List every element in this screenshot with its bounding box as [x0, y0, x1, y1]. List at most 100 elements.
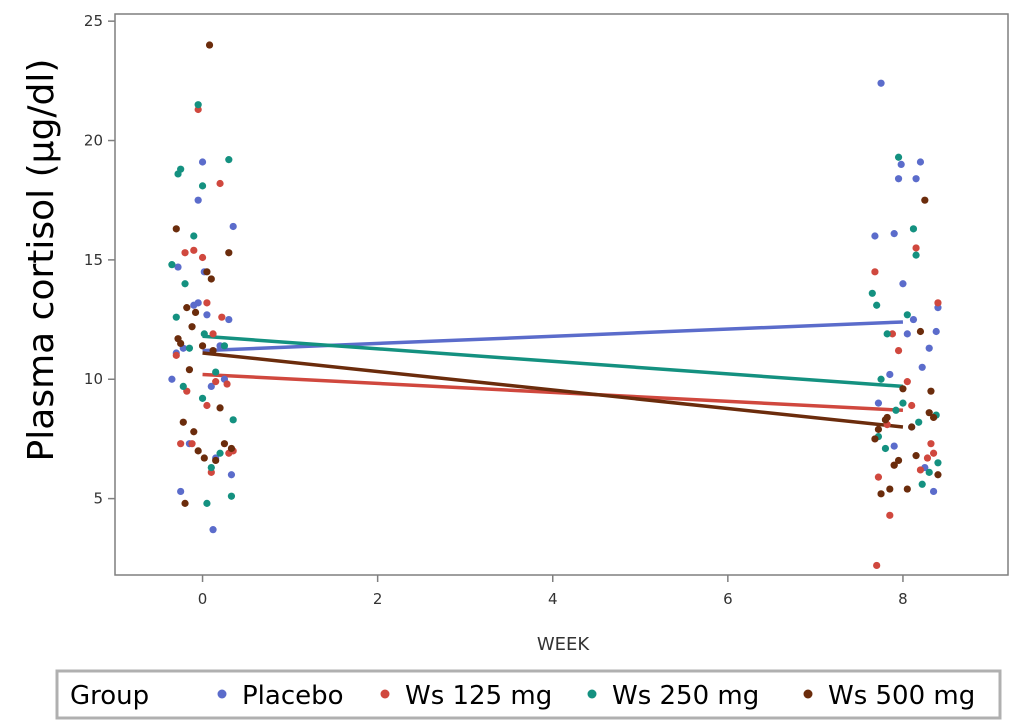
data-point — [903, 311, 911, 319]
data-point — [229, 222, 237, 231]
data-point — [909, 225, 918, 233]
data-point — [181, 249, 189, 257]
x-axis-title: WEEK — [537, 634, 591, 655]
data-point — [883, 413, 891, 422]
data-point — [916, 466, 925, 474]
data-point — [177, 165, 185, 173]
legend-marker — [803, 689, 813, 699]
data-point — [212, 368, 220, 376]
data-point — [220, 342, 229, 350]
data-point — [216, 449, 224, 457]
data-point — [225, 315, 233, 324]
y-tick-label: 20 — [84, 132, 103, 150]
fit-line — [202, 351, 904, 429]
data-point — [903, 330, 911, 338]
data-point — [227, 444, 236, 453]
legend-label: Ws 500 mg — [828, 681, 975, 711]
data-point — [899, 385, 907, 393]
data-point — [934, 459, 942, 467]
x-tick-label: 8 — [898, 590, 908, 608]
legend-title: Group — [70, 681, 149, 711]
y-axis-title: Plasma cortisol (µg/dl) — [21, 59, 62, 462]
data-point — [916, 327, 925, 336]
data-point — [205, 41, 214, 49]
fit-line — [202, 372, 904, 413]
data-point — [890, 461, 898, 469]
data-point — [912, 244, 920, 252]
data-point — [188, 440, 196, 448]
data-point — [873, 561, 881, 570]
plot-area — [114, 13, 1009, 576]
data-point — [888, 330, 897, 338]
data-point — [198, 182, 207, 190]
legend-marker — [380, 689, 390, 699]
data-point — [890, 442, 898, 450]
data-point — [874, 473, 883, 481]
data-point — [209, 347, 217, 355]
data-point — [216, 404, 224, 412]
y-tick-label: 15 — [84, 251, 103, 269]
data-point — [925, 468, 933, 476]
data-point — [873, 301, 881, 309]
data-point — [207, 463, 215, 472]
data-point — [198, 158, 207, 166]
data-point — [198, 342, 207, 350]
data-point — [227, 471, 236, 479]
data-point — [916, 158, 925, 166]
data-point — [194, 101, 202, 109]
data-point — [203, 311, 211, 319]
x-tick-label: 6 — [723, 590, 733, 608]
data-point — [188, 323, 196, 331]
data-point — [203, 401, 211, 410]
data-point — [908, 423, 916, 431]
data-point — [168, 261, 176, 269]
data-point — [168, 375, 176, 383]
data-point — [181, 280, 189, 288]
data-point — [191, 308, 200, 317]
data-point — [899, 280, 907, 288]
legend-marker — [587, 689, 597, 699]
data-point — [174, 263, 182, 271]
fit-line — [202, 334, 904, 389]
data-point — [934, 471, 942, 479]
legend-marker — [217, 689, 227, 699]
data-point — [212, 456, 220, 465]
data-point — [874, 425, 883, 433]
data-point — [894, 456, 903, 465]
data-point — [927, 440, 935, 448]
data-point — [179, 418, 187, 426]
legend-label: Ws 125 mg — [405, 681, 552, 711]
data-point — [209, 330, 217, 338]
legend-box — [55, 669, 1002, 720]
data-point — [912, 452, 920, 460]
data-point — [934, 299, 942, 307]
data-point — [229, 416, 237, 424]
legend-label: Ws 250 mg — [612, 681, 759, 711]
data-point — [897, 160, 905, 168]
data-point — [912, 251, 920, 259]
legend: Group Placebo Ws 125 mg Ws 250 mg Ws 500 mg — [55, 669, 1002, 720]
data-point — [209, 526, 217, 534]
data-point — [227, 492, 236, 500]
data-point — [177, 487, 185, 496]
data-point — [929, 487, 938, 496]
data-point — [903, 378, 911, 386]
data-point — [183, 304, 191, 312]
data-point — [177, 440, 185, 448]
data-point — [200, 454, 208, 462]
data-point — [894, 153, 903, 161]
data-point — [203, 268, 211, 276]
data-point — [929, 413, 938, 422]
data-point — [185, 344, 194, 352]
data-point — [198, 253, 207, 262]
data-point — [207, 382, 215, 391]
data-point — [871, 232, 879, 240]
data-point — [886, 511, 894, 519]
data-point — [190, 246, 198, 254]
x-tick-label: 4 — [548, 590, 558, 608]
data-point — [877, 79, 885, 87]
data-point — [190, 428, 198, 436]
data-point — [172, 225, 180, 233]
data-point — [877, 375, 885, 383]
data-point — [921, 196, 929, 204]
